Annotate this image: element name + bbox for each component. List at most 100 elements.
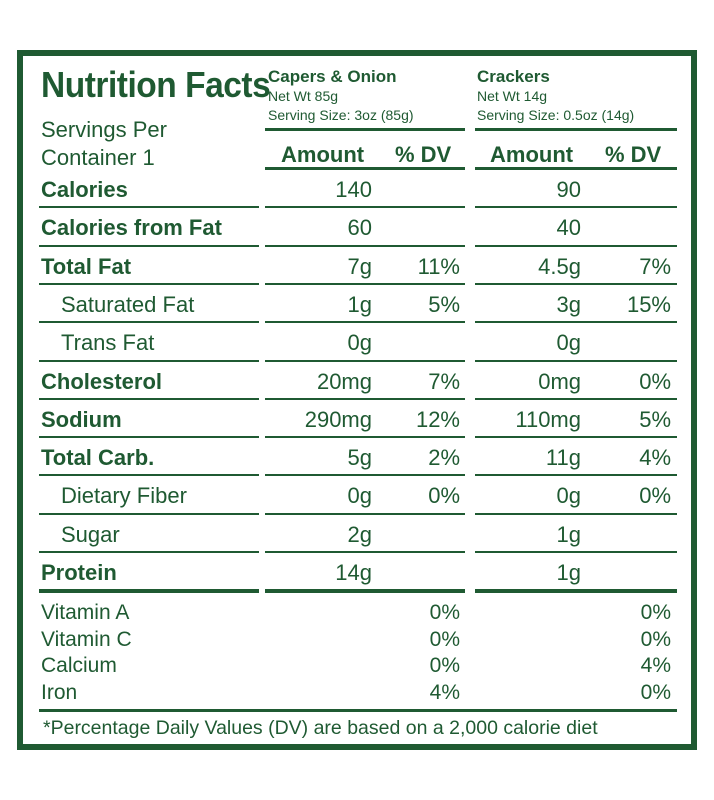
row-rule-product-2 <box>475 589 677 593</box>
product-2-amount: 0g <box>556 483 581 509</box>
label-title: Nutrition Facts <box>41 64 271 105</box>
vitamin-product-1-dv: 0% <box>429 654 460 677</box>
product-2-amount-header: Amount <box>490 142 574 167</box>
row-rule-left <box>39 474 259 476</box>
row-rule-product-1 <box>265 551 465 553</box>
column-header-rule-product-2 <box>475 167 677 170</box>
vitamin-label: Vitamin C <box>41 627 132 651</box>
nutrient-label: Total Fat <box>41 253 132 279</box>
product-2-amount: 0mg <box>538 368 581 394</box>
product-2-dv: 0% <box>639 368 671 394</box>
nutrient-label: Protein <box>41 560 117 585</box>
product-2-amount: 3g <box>556 291 581 317</box>
row-rule-product-1 <box>265 283 465 285</box>
product-2-amount: 4.5g <box>538 253 581 279</box>
nutrition-label: Nutrition Facts Servings Per Container 1… <box>17 50 697 750</box>
vitamin-label: Calcium <box>41 654 117 677</box>
product-2-dv: 7% <box>639 253 671 279</box>
nutrient-label: Dietary Fiber <box>61 483 187 509</box>
product-1-amount: 20mg <box>316 368 372 394</box>
vitamin-product-2-dv: 0% <box>640 627 671 651</box>
product-1-dv: 11% <box>417 253 460 279</box>
product-1-net-wt: Net Wt 85g <box>268 88 339 104</box>
vitamin-product-2-dv: 4% <box>640 654 671 677</box>
product-2-dv-header: % DV <box>605 142 662 167</box>
product-1-amount: 14g <box>335 560 372 585</box>
product-1-dv: 5% <box>428 291 460 317</box>
row-rule-product-1 <box>265 474 465 476</box>
product-2-amount: 90 <box>556 177 581 202</box>
product-1-dv: 7% <box>428 368 460 394</box>
vitamin-product-2-dv: 0% <box>640 680 671 704</box>
row-rule-product-2 <box>475 360 677 362</box>
row-rule-product-1 <box>265 436 465 438</box>
row-rule-product-2 <box>475 283 677 285</box>
column-header-rule-product-1 <box>265 167 465 170</box>
footnote: *Percentage Daily Values (DV) are based … <box>43 717 598 739</box>
row-rule-product-2 <box>475 551 677 553</box>
row-rule-left <box>39 436 259 438</box>
product-2-amount: 0g <box>556 330 581 356</box>
product-1-amount-header: Amount <box>281 142 365 167</box>
row-rule-left <box>39 360 259 362</box>
row-rule-product-1 <box>265 245 465 247</box>
product-1-dv: 0% <box>428 483 460 509</box>
row-rule-product-1 <box>265 398 465 400</box>
product-2-amount: 110mg <box>515 406 581 432</box>
product-1-amount: 60 <box>347 215 372 241</box>
nutrient-label: Calories from Fat <box>41 215 222 241</box>
product-1-amount: 7g <box>347 253 372 279</box>
nutrient-label: Saturated Fat <box>61 291 195 317</box>
product-1-amount: 5g <box>347 445 372 471</box>
footer-rule <box>39 709 677 712</box>
row-rule-product-1 <box>265 589 465 593</box>
row-rule-left <box>39 551 259 553</box>
product-1-dv-header: % DV <box>395 142 452 167</box>
vitamin-product-2-dv: 0% <box>640 601 671 624</box>
vitamin-label: Iron <box>41 680 78 704</box>
vitamin-product-1-dv: 0% <box>429 627 460 651</box>
product-1-amount: 2g <box>347 521 372 547</box>
product-1-dv: 12% <box>415 406 460 432</box>
header-rule-product-2 <box>475 128 677 131</box>
nutrient-label: Sodium <box>41 406 122 432</box>
row-rule-product-2 <box>475 206 677 208</box>
product-1-name: Capers & Onion <box>268 67 397 86</box>
product-1-amount: 290mg <box>304 406 372 432</box>
row-rule-product-1 <box>265 360 465 362</box>
row-rule-product-2 <box>475 474 677 476</box>
nutrient-label: Cholesterol <box>41 368 163 394</box>
product-2-serving-size: Serving Size: 0.5oz (14g) <box>477 107 635 123</box>
nutrient-label: Sugar <box>61 521 120 547</box>
row-rule-product-2 <box>475 321 677 323</box>
row-rule-left <box>39 589 259 593</box>
product-2-net-wt: Net Wt 14g <box>477 88 548 104</box>
product-2-amount: 11g <box>545 445 581 471</box>
row-rule-left <box>39 245 259 247</box>
product-2-amount: 1g <box>556 521 581 547</box>
row-rule-product-1 <box>265 321 465 323</box>
product-2-amount: 40 <box>556 215 581 241</box>
product-2-dv: 5% <box>639 406 671 432</box>
nutrient-label: Trans Fat <box>61 330 155 356</box>
row-rule-product-2 <box>475 513 677 515</box>
vitamin-label: Vitamin A <box>41 601 130 624</box>
row-rule-product-2 <box>475 245 677 247</box>
product-2-dv: 4% <box>639 445 671 471</box>
row-rule-left <box>39 283 259 285</box>
row-rule-product-2 <box>475 398 677 400</box>
row-rule-product-2 <box>475 436 677 438</box>
row-rule-left <box>39 321 259 323</box>
nutrient-label: Total Carb. <box>41 445 155 471</box>
row-rule-left <box>39 398 259 400</box>
product-2-name: Crackers <box>477 67 550 86</box>
product-2-amount: 1g <box>556 560 581 585</box>
product-2-dv: 15% <box>626 291 671 317</box>
row-rule-left <box>39 206 259 208</box>
product-1-amount: 140 <box>335 177 372 202</box>
vitamin-product-1-dv: 4% <box>429 680 460 704</box>
product-1-dv: 2% <box>428 445 460 471</box>
servings-per-container: Servings Per Container 1 <box>41 117 167 170</box>
row-rule-product-1 <box>265 206 465 208</box>
vitamin-product-1-dv: 0% <box>429 601 460 624</box>
